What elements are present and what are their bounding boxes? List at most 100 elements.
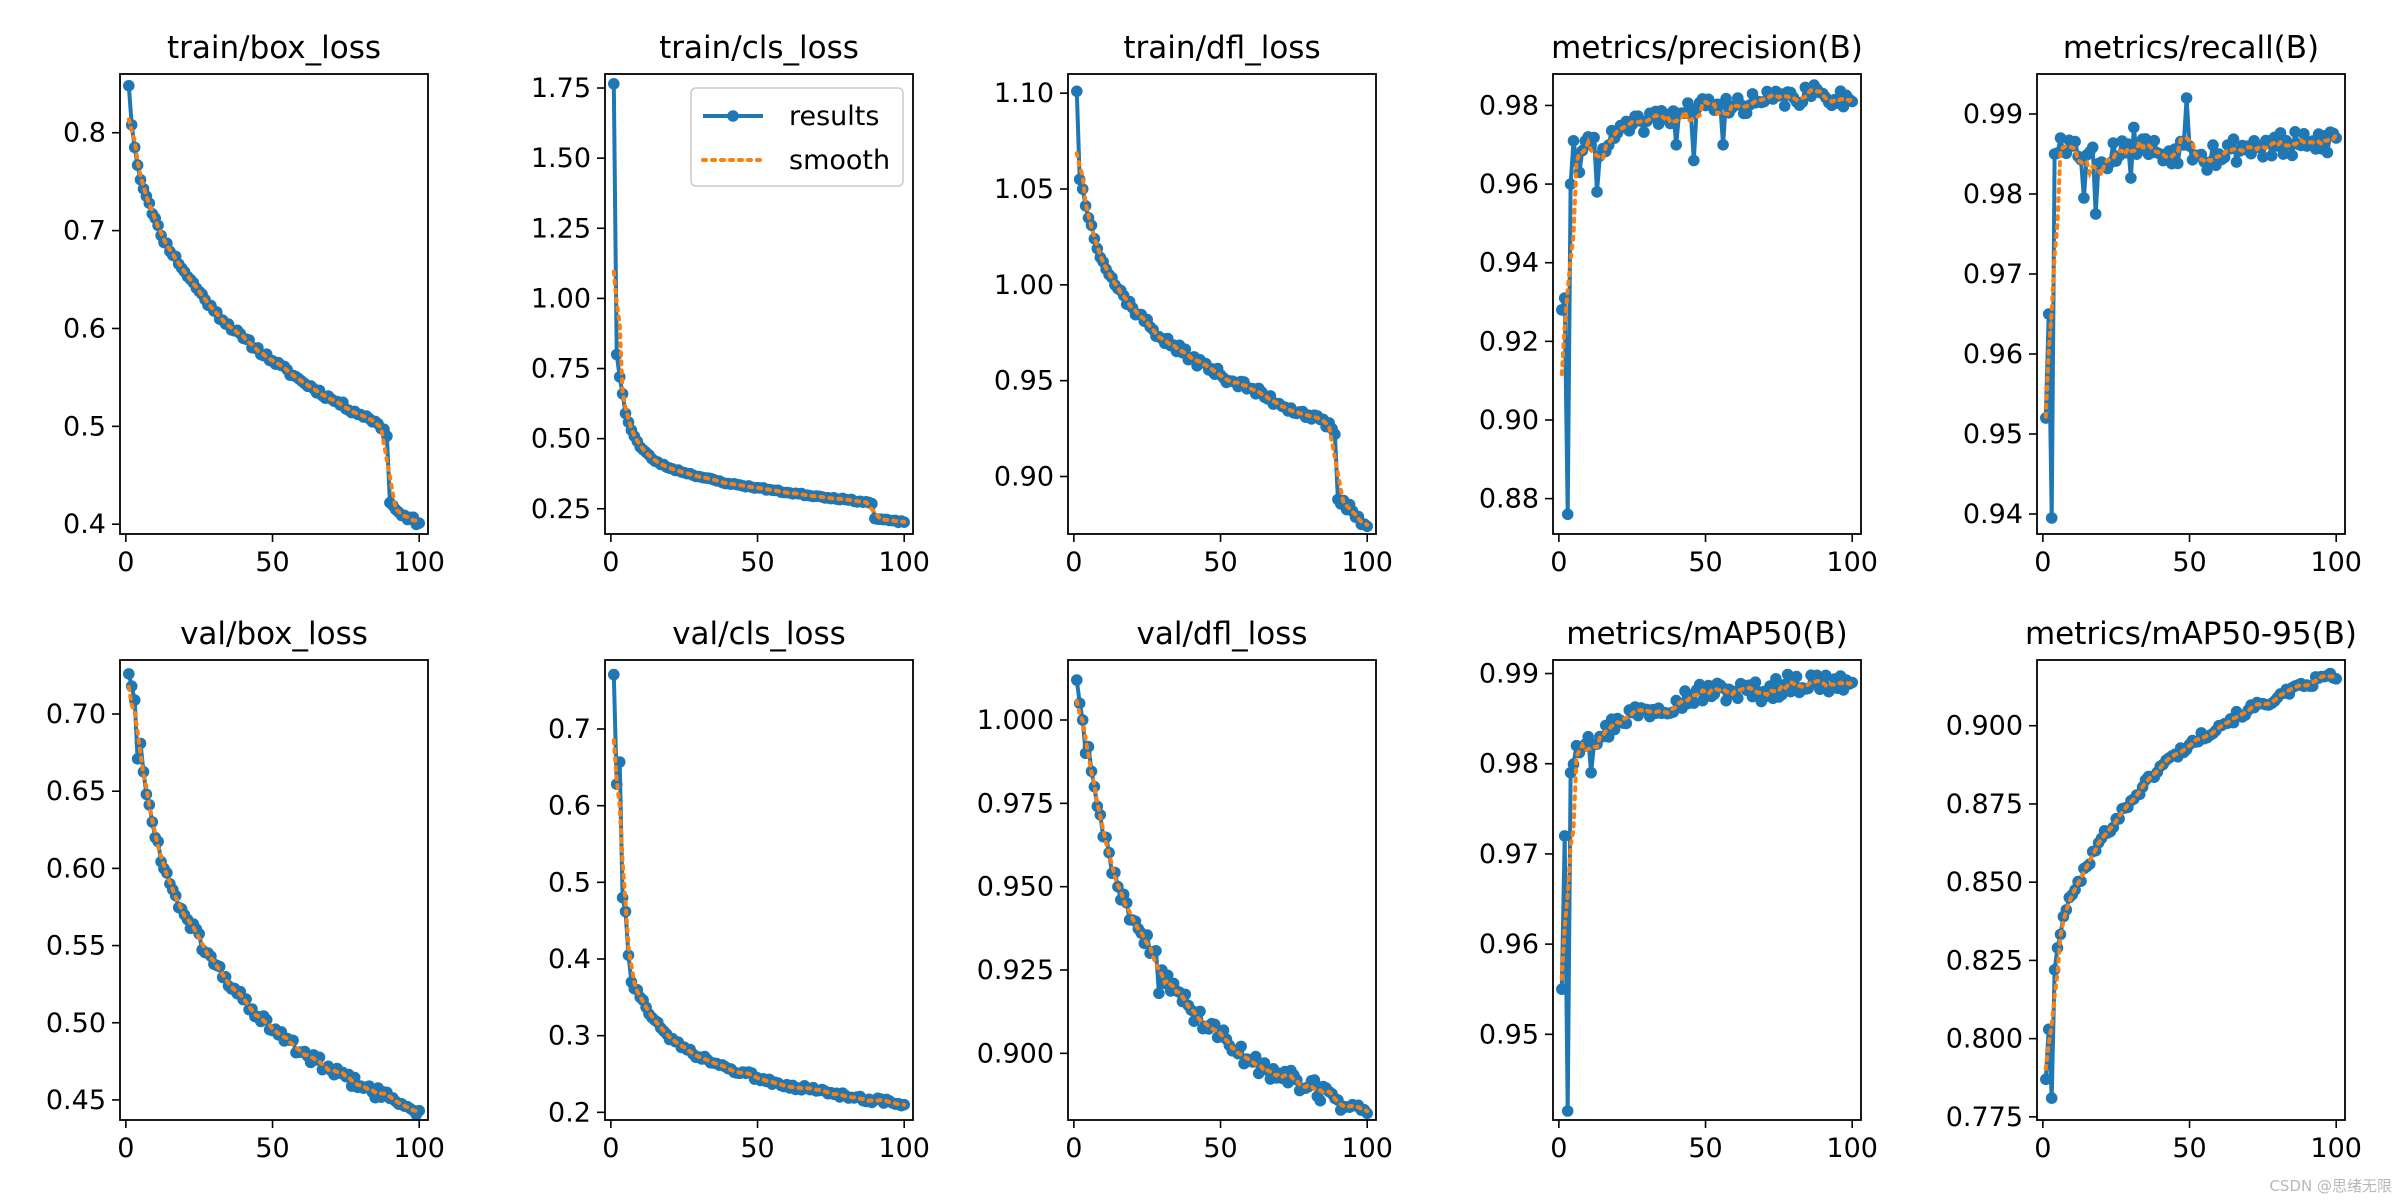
- chart-2: train/cls_loss 0 50 100 0.25 0.50 0.75 1.00 1.25…: [531, 30, 930, 578]
- chart-5-point: [2054, 132, 2067, 144]
- chart-4-xtick-label: 0: [1550, 547, 1567, 578]
- chart-4-ytick-label: 0.92: [1479, 326, 1539, 357]
- chart-9-point: [1776, 688, 1788, 701]
- chart-10-ytick-label: 0.775: [1946, 1102, 2023, 1133]
- chart-3-ytick-label: 1.10: [994, 78, 1054, 109]
- chart-5-point: [2277, 148, 2290, 160]
- chart-5-point: [2078, 192, 2090, 204]
- chart-3-smooth-line: [1074, 151, 1370, 527]
- chart-5-ytick-label: 0.96: [1963, 339, 2023, 370]
- legend-smooth-label: smooth: [789, 145, 890, 176]
- chart-5-point: [2180, 92, 2193, 104]
- chart-5-point: [2086, 141, 2099, 154]
- chart-4-ytick-label: 0.90: [1479, 405, 1539, 436]
- chart-7-xtick-label: 0: [602, 1133, 619, 1164]
- chart-8-ytick-label: 1.000: [977, 705, 1054, 736]
- chart-8-ytick-label: 0.925: [977, 955, 1054, 986]
- chart-6-point: [137, 766, 150, 778]
- chart-10-ytick-label: 0.825: [1946, 945, 2023, 976]
- chart-9: metrics/mAP50(B) 0 50 100 0.95 0.96 0.97 0.98 0.…: [1479, 616, 1878, 1164]
- chart-4-results-points: [1556, 79, 1858, 521]
- chart-1-title: train/box_loss: [167, 30, 381, 66]
- chart-4-point: [1796, 96, 1809, 108]
- chart-1-ytick-label: 0.6: [63, 313, 106, 344]
- chart-7-xtick-label: 100: [878, 1133, 930, 1164]
- chart-2-axes-frame: [604, 73, 914, 535]
- chart-9-title: metrics/mAP50(B): [1566, 616, 1847, 652]
- chart-2-xtick-label: 50: [740, 547, 774, 578]
- chart-9-ytick-label: 0.97: [1479, 839, 1539, 870]
- chart-9-xtick-label: 0: [1550, 1133, 1567, 1164]
- chart-8-point: [1308, 1074, 1321, 1086]
- chart-4-xtick-label: 50: [1688, 547, 1722, 578]
- chart-7-results-points: [608, 668, 910, 1112]
- chart-4: metrics/precision(B) 0 50 100 0.88 0.90 0.92 0.…: [1479, 30, 1878, 578]
- chart-5-point: [2298, 128, 2310, 140]
- chart-10-point: [2045, 1092, 2058, 1104]
- chart-6: val/box_loss 0 50 100 0.45 0.50 0.55 0.60 0.65 0.…: [46, 616, 445, 1164]
- chart-3-point: [1071, 85, 1083, 98]
- chart-8-point: [1153, 987, 1165, 1000]
- chart-5-point: [2265, 149, 2278, 162]
- chart-3-xtick-label: 100: [1341, 547, 1393, 578]
- chart-8-ytick-label: 0.900: [977, 1038, 1054, 1069]
- chart-9-point: [1585, 766, 1597, 779]
- chart-9-ytick-label: 0.98: [1479, 749, 1539, 780]
- chart-2-ytick-label: 1.50: [531, 143, 591, 174]
- chart-4-ytick-label: 0.94: [1479, 248, 1539, 279]
- chart-5-point: [2207, 139, 2219, 151]
- chart-2-title: train/cls_loss: [659, 30, 859, 66]
- chart-3-title: train/dfl_loss: [1123, 30, 1320, 66]
- chart-2-point: [608, 78, 620, 90]
- chart-2-ytick-label: 1.75: [531, 73, 591, 104]
- chart-9-ytick-label: 0.95: [1479, 1019, 1539, 1050]
- chart-5-point: [2139, 133, 2152, 145]
- chart-10-results-points: [2040, 667, 2342, 1104]
- chart-9-point: [1732, 692, 1744, 705]
- chart-10-ytick-label: 0.900: [1946, 711, 2023, 742]
- chart-8-point: [1235, 1040, 1247, 1053]
- chart-4-point: [1561, 508, 1574, 521]
- chart-6-ytick-label: 0.50: [46, 1008, 106, 1039]
- chart-9-point: [1561, 1105, 1574, 1117]
- chart-5: metrics/recall(B) 0 50 100 0.94 0.95 0.96 0.97 0…: [1963, 30, 2362, 578]
- legend-results-label: results: [789, 101, 879, 132]
- chart-5-ytick-label: 0.97: [1963, 259, 2023, 290]
- chart-5-xtick-label: 50: [2172, 547, 2206, 578]
- chart-6-smooth-line: [126, 684, 422, 1114]
- chart-4-title: metrics/precision(B): [1551, 30, 1863, 66]
- chart-6-point: [413, 1104, 426, 1117]
- legend: results smooth: [690, 87, 904, 187]
- chart-6-results-points: [123, 668, 426, 1121]
- chart-9-results-points: [1556, 668, 1858, 1117]
- chart-4-point: [1638, 126, 1650, 138]
- chart-6-ytick-label: 0.70: [46, 699, 106, 730]
- chart-7-ytick-label: 0.7: [548, 714, 591, 745]
- chart-8-point: [1314, 1094, 1327, 1107]
- chart-10-ytick-label: 0.850: [1946, 867, 2023, 898]
- chart-4-point: [1717, 139, 1729, 151]
- chart-9-point: [1784, 685, 1797, 698]
- chart-6-ytick-label: 0.45: [46, 1085, 106, 1116]
- chart-3-xtick-label: 50: [1203, 547, 1237, 578]
- chart-9-point: [1556, 983, 1568, 995]
- chart-9-ytick-label: 0.96: [1479, 929, 1539, 960]
- chart-4-ytick-label: 0.88: [1479, 484, 1539, 515]
- chart-10-xtick-label: 100: [2310, 1133, 2362, 1164]
- chart-9-axes-frame: [1552, 659, 1862, 1121]
- chart-1-point: [123, 79, 135, 92]
- chart-2-point: [616, 388, 629, 400]
- chart-5-point: [2089, 208, 2102, 220]
- chart-10: metrics/mAP50-95(B) 0 50 100 0.775 0.800 0.825…: [1946, 616, 2362, 1164]
- chart-7-ytick-label: 0.3: [548, 1021, 591, 1052]
- chart-5-point: [2045, 512, 2058, 524]
- chart-1-ytick-label: 0.4: [63, 509, 106, 540]
- chart-2-ytick-label: 0.75: [531, 354, 591, 385]
- chart-2-xtick-label: 100: [878, 547, 930, 578]
- chart-2-ytick-label: 0.25: [531, 494, 591, 525]
- chart-4-ytick-label: 0.96: [1479, 169, 1539, 200]
- chart-5-xtick-label: 0: [2034, 547, 2051, 578]
- chart-2-xtick-label: 0: [602, 547, 619, 578]
- chart-5-point: [2172, 157, 2184, 170]
- chart-9-point: [1688, 697, 1700, 709]
